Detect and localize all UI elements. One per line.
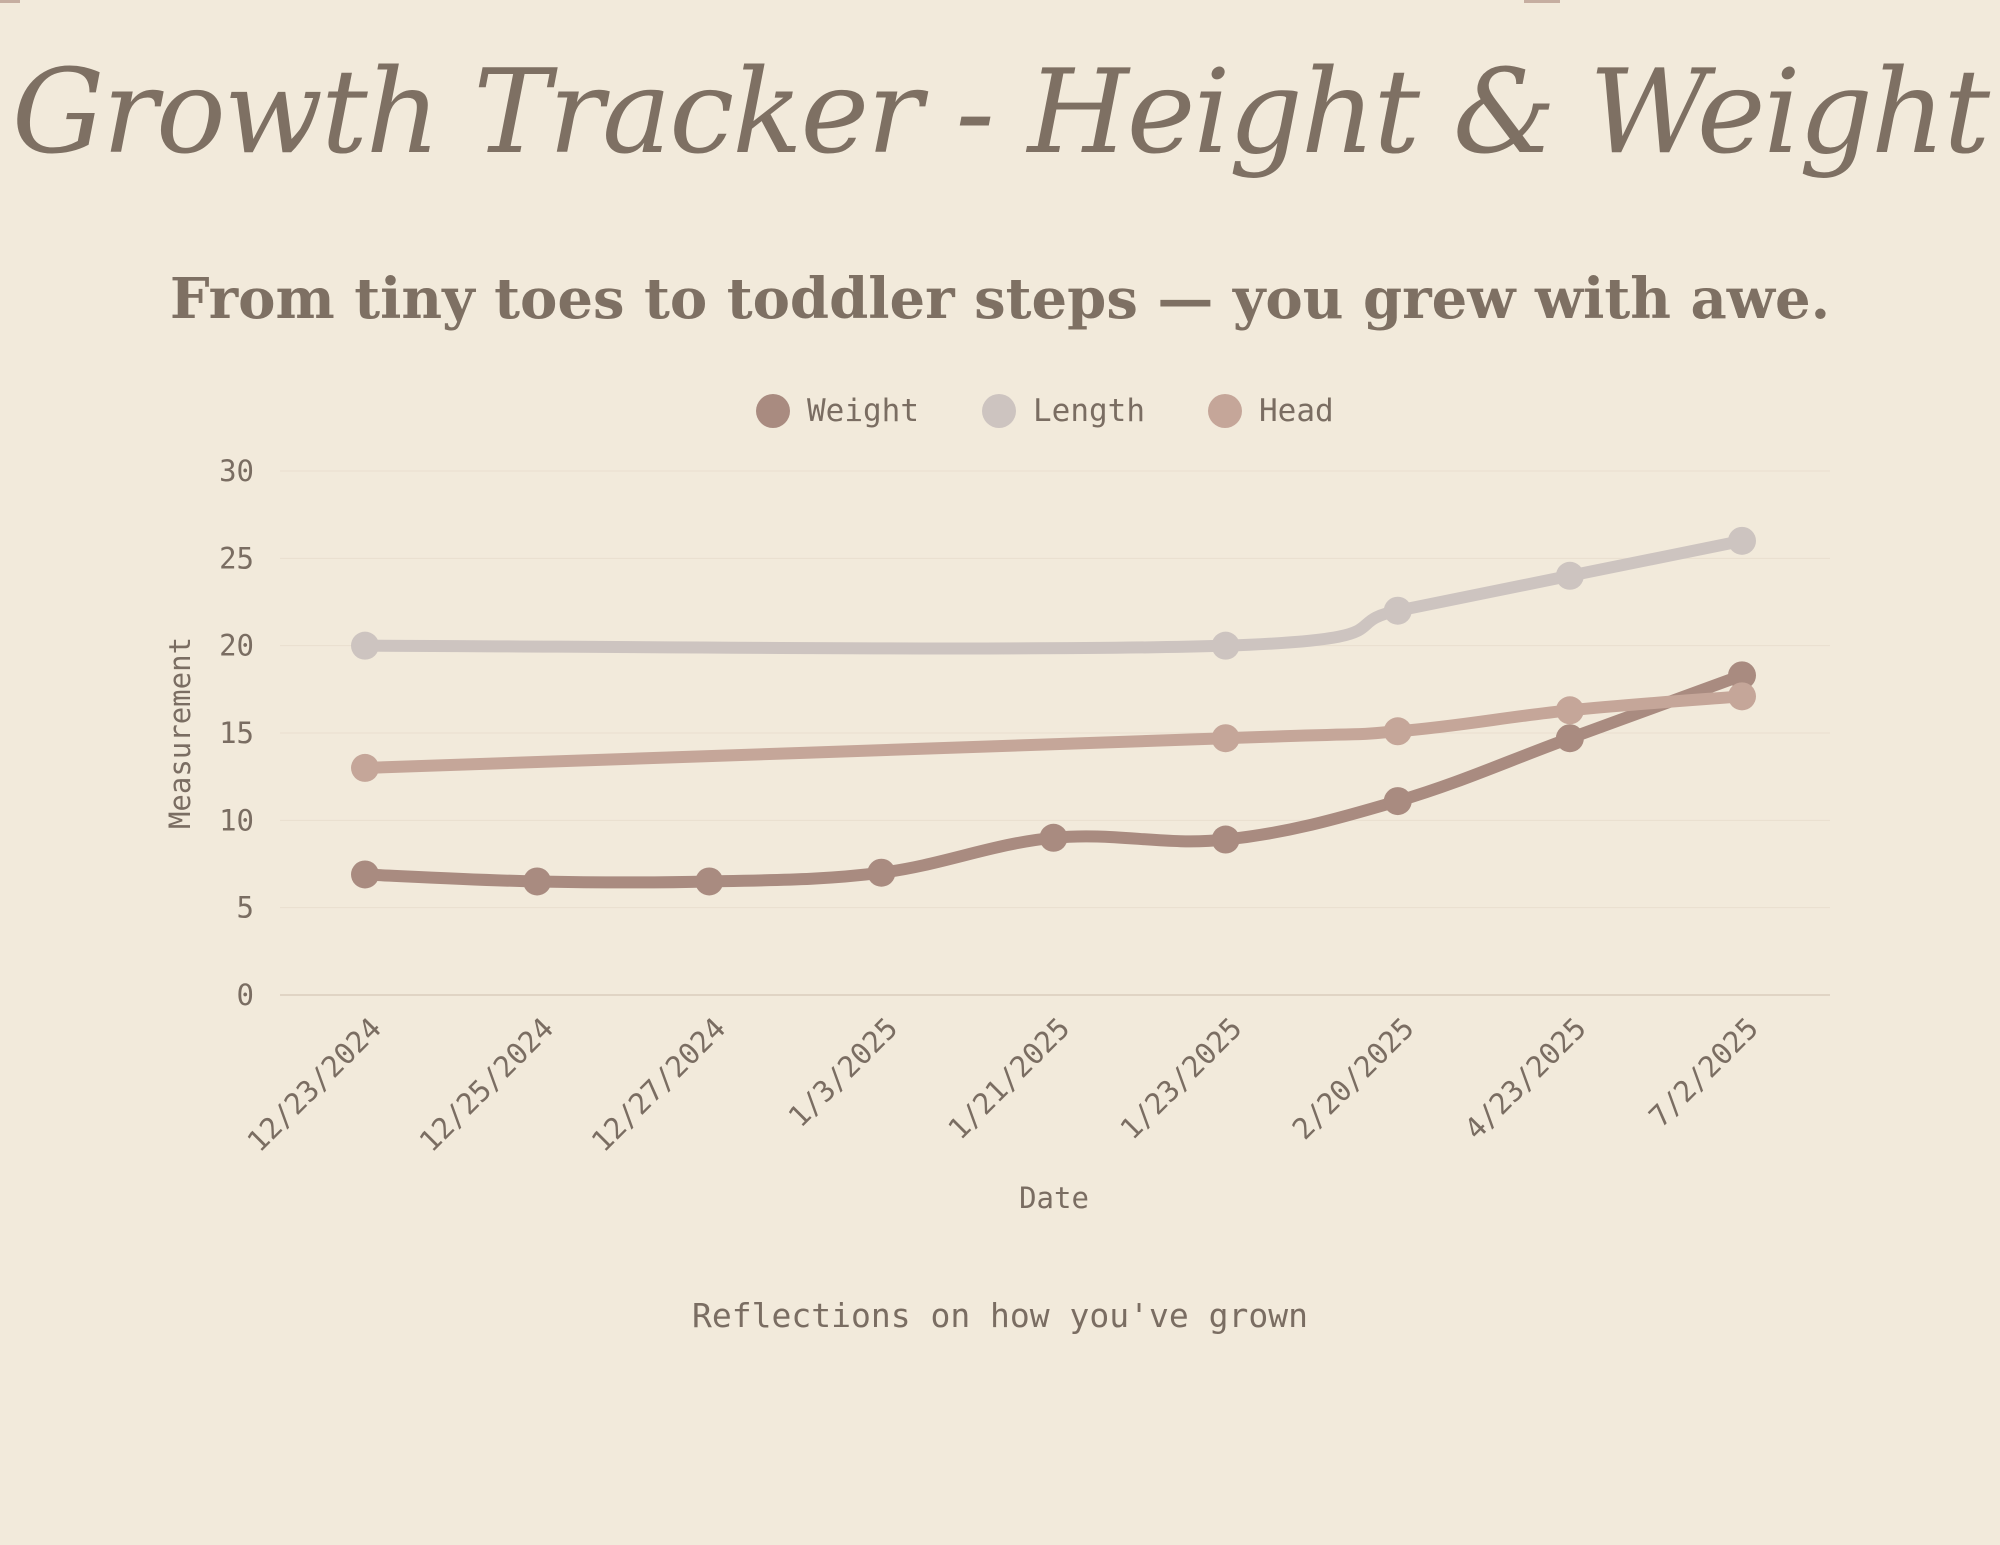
x-tick-label: 4/23/2025 bbox=[1458, 1011, 1593, 1146]
data-point-length-5[interactable] bbox=[1211, 631, 1240, 660]
data-point-weight-8[interactable] bbox=[1728, 661, 1756, 690]
x-tick-label: 2/20/2025 bbox=[1286, 1011, 1421, 1146]
data-point-length-0[interactable] bbox=[351, 631, 379, 660]
legend-swatch-weight bbox=[756, 394, 790, 428]
x-tick-label: 1/23/2025 bbox=[1113, 1011, 1248, 1146]
data-point-length-7[interactable] bbox=[1555, 561, 1584, 590]
data-point-weight-5[interactable] bbox=[1211, 825, 1240, 854]
legend-label-weight[interactable]: Weight bbox=[807, 393, 919, 429]
y-axis-title: Measurement bbox=[163, 637, 197, 829]
y-tick-label: 15 bbox=[219, 716, 254, 750]
corner-mark-left bbox=[0, 0, 20, 3]
y-tick-label: 25 bbox=[219, 541, 254, 575]
data-point-head-0[interactable] bbox=[351, 753, 379, 782]
x-tick-label: 7/2/2025 bbox=[1642, 1011, 1765, 1134]
legend-label-length[interactable]: Length bbox=[1033, 393, 1145, 429]
data-point-head-6[interactable] bbox=[1383, 717, 1412, 746]
y-tick-label: 20 bbox=[219, 629, 254, 663]
y-tick-label: 30 bbox=[219, 454, 254, 488]
data-point-head-5[interactable] bbox=[1211, 724, 1240, 753]
x-tick-label: 1/21/2025 bbox=[941, 1011, 1076, 1146]
series-line-length bbox=[359, 534, 1748, 655]
page-subtitle: From tiny toes to toddler steps — you gr… bbox=[169, 266, 1831, 332]
x-tick-label: 12/25/2024 bbox=[413, 1011, 561, 1159]
data-point-weight-3[interactable] bbox=[867, 858, 896, 887]
data-point-length-6[interactable] bbox=[1383, 596, 1412, 625]
x-axis-title: Date bbox=[1019, 1181, 1089, 1215]
data-point-weight-2[interactable] bbox=[695, 867, 724, 896]
y-tick-label: 10 bbox=[219, 803, 254, 837]
y-tick-label: 5 bbox=[237, 891, 254, 925]
data-point-length-8[interactable] bbox=[1728, 526, 1756, 555]
footer-note: Reflections on how you've grown bbox=[692, 1296, 1308, 1335]
legend: Weight Length Head bbox=[756, 393, 1334, 429]
data-point-weight-6[interactable] bbox=[1383, 787, 1412, 816]
data-point-weight-1[interactable] bbox=[523, 867, 552, 896]
data-point-head-7[interactable] bbox=[1555, 696, 1584, 725]
x-tick-label: 1/3/2025 bbox=[782, 1011, 905, 1134]
data-point-head-8[interactable] bbox=[1728, 682, 1756, 711]
data-point-weight-0[interactable] bbox=[351, 860, 379, 889]
series-lines bbox=[351, 526, 1756, 896]
corner-mark-right bbox=[1524, 0, 1560, 3]
data-point-weight-4[interactable] bbox=[1039, 823, 1068, 852]
axes: 0 5 10 15 20 25 30 12/23/2024 12/25/2024 12/27/20… bbox=[219, 454, 1765, 1158]
data-point-weight-7[interactable] bbox=[1555, 724, 1584, 753]
x-tick-label: 12/27/2024 bbox=[585, 1011, 733, 1159]
x-tick-label: 12/23/2024 bbox=[240, 1011, 388, 1159]
legend-label-head[interactable]: Head bbox=[1259, 393, 1334, 429]
legend-swatch-head bbox=[1208, 394, 1242, 428]
page-title: Growth Tracker - Height & Weight bbox=[11, 45, 1990, 180]
y-tick-label: 0 bbox=[237, 978, 254, 1012]
legend-swatch-length bbox=[982, 394, 1016, 428]
